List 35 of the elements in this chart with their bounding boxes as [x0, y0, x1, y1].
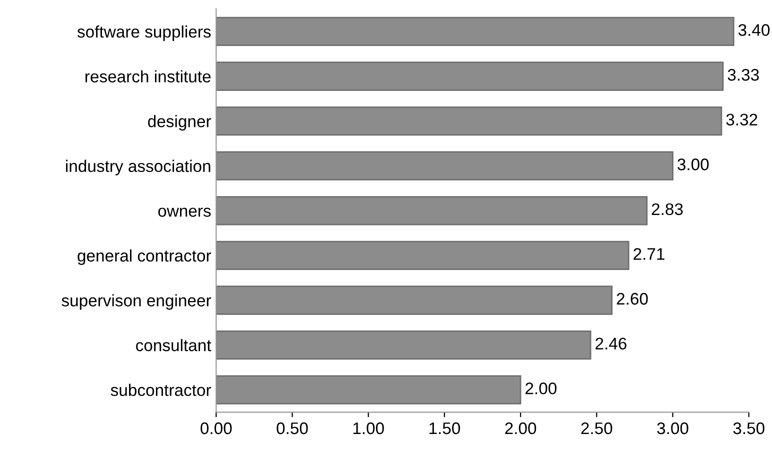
- data-label: 2.46: [596, 338, 626, 350]
- x-tick-label: 1.00: [353, 422, 384, 434]
- data-label: 2.71: [634, 248, 664, 260]
- x-tick-label: 2.00: [505, 422, 536, 434]
- bar: [216, 286, 613, 315]
- y-tick-label: subcontractor: [110, 384, 212, 396]
- data-label: 3.32: [726, 114, 758, 126]
- y-tick-label: owners: [158, 208, 211, 217]
- y-tick-label: software suppliers: [77, 25, 211, 41]
- data-label: 2.60: [616, 292, 648, 305]
- data-label: 2.00: [526, 382, 556, 394]
- x-tick-label: 1.50: [430, 422, 460, 434]
- x-tick-label: 3.00: [657, 422, 688, 434]
- bar: [216, 106, 722, 136]
- y-tick-label: general contractor: [78, 249, 212, 265]
- x-tick-label: 0.50: [276, 422, 308, 434]
- y-tick-label: designer: [148, 115, 212, 131]
- x-tick-label: 3.50: [733, 422, 764, 434]
- bar: [216, 16, 734, 46]
- y-tick-label: industry association: [66, 160, 210, 176]
- bar: [216, 240, 630, 270]
- y-tick-label: supervison engineer: [62, 294, 212, 310]
- bar: [216, 196, 648, 226]
- data-label: 3.40: [738, 24, 770, 36]
- data-label: 2.83: [652, 203, 683, 216]
- data-label: 3.00: [678, 158, 709, 170]
- data-label: 3.33: [728, 68, 759, 81]
- bar: [216, 375, 522, 404]
- y-tick-label: research institute: [86, 70, 211, 82]
- bar: [216, 62, 724, 91]
- bar: [216, 330, 592, 360]
- x-tick-label: 0.00: [200, 422, 232, 434]
- bar: [216, 151, 674, 180]
- y-tick-label: consultant: [136, 338, 212, 352]
- x-tick-label: 2.50: [581, 422, 612, 434]
